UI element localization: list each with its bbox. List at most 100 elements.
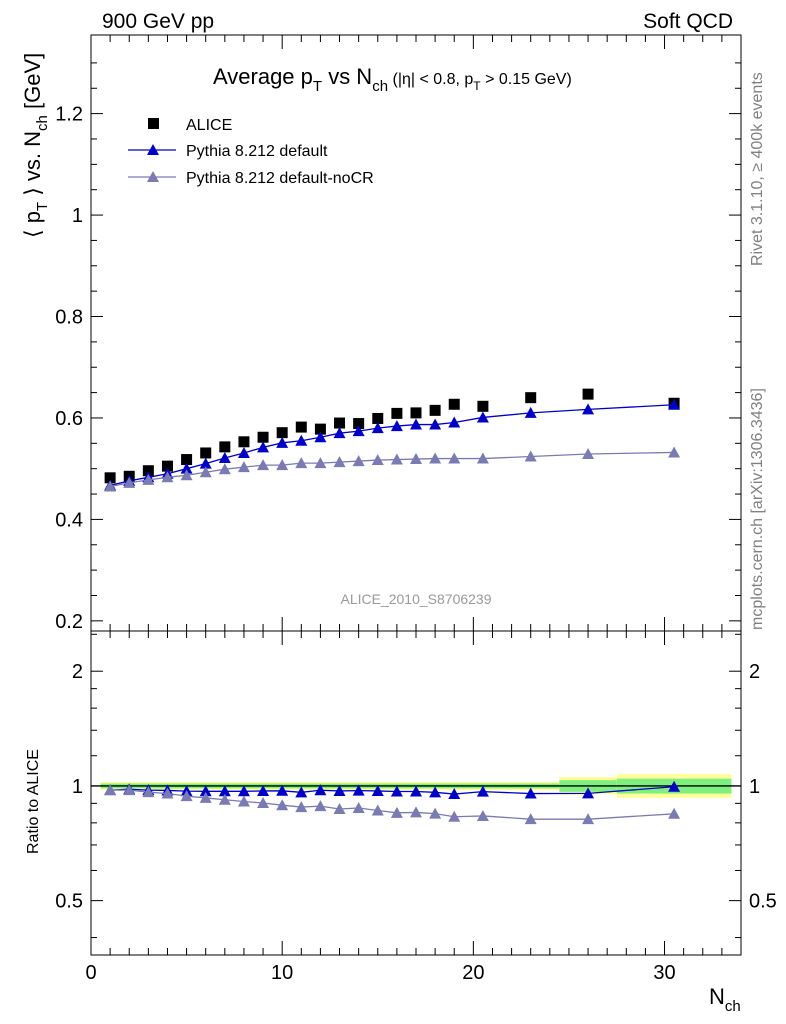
data-point-series-1 bbox=[352, 425, 365, 437]
y-tick-label: 0.6 bbox=[55, 408, 83, 430]
ratio-point-series-1 bbox=[104, 784, 117, 796]
data-point-alice bbox=[372, 412, 384, 424]
ratio-point-series-0 bbox=[314, 784, 327, 796]
legend-label-alice: ALICE bbox=[186, 117, 232, 134]
ratio-point-series-0 bbox=[352, 784, 365, 796]
ratio-point-series-1 bbox=[371, 804, 384, 816]
data-point-series-1 bbox=[448, 416, 461, 428]
y-label-sub2: ch bbox=[34, 115, 51, 131]
y-label-part2: ⟩ vs. N bbox=[20, 131, 45, 202]
title-sub-a: T bbox=[313, 78, 322, 95]
ratio-y-tick-label-right: 1 bbox=[749, 776, 760, 798]
data-point-alice bbox=[295, 421, 307, 433]
ratio-point-series-1 bbox=[276, 799, 289, 811]
data-point-series-2 bbox=[104, 480, 117, 492]
data-point-series-2 bbox=[371, 454, 384, 466]
data-point-alice bbox=[391, 407, 403, 419]
x-tick-label: 20 bbox=[462, 962, 484, 984]
ratio-point-series-0 bbox=[582, 787, 595, 799]
header-left: 900 GeV pp bbox=[102, 10, 214, 33]
ratio-point-series-0 bbox=[237, 785, 250, 797]
legend-marker-nocr bbox=[147, 171, 159, 182]
x-tick-label: 30 bbox=[653, 962, 675, 984]
data-point-series-2 bbox=[161, 471, 174, 483]
data-point-series-1 bbox=[476, 411, 489, 423]
y-label-part1: ⟨ p bbox=[20, 211, 45, 238]
x-label-main: N bbox=[709, 984, 725, 1009]
ratio-point-series-1 bbox=[180, 790, 193, 802]
ratio-point-series-0 bbox=[276, 784, 289, 796]
data-point-series-1 bbox=[371, 422, 384, 434]
data-point-alice bbox=[276, 427, 288, 439]
data-point-series-1 bbox=[333, 427, 346, 439]
data-point-series-1 bbox=[180, 462, 193, 474]
ratio-point-series-1 bbox=[237, 795, 250, 807]
data-point-series-2 bbox=[257, 459, 270, 471]
ratio-y-tick-label-left: 2 bbox=[72, 661, 83, 683]
ratio-point-series-1 bbox=[314, 800, 327, 812]
legend: ALICE Pythia 8.212 default Pythia 8.212 … bbox=[128, 117, 374, 187]
data-point-series-2 bbox=[476, 452, 489, 464]
data-point-series-2 bbox=[668, 446, 681, 458]
ratio-point-series-0 bbox=[257, 784, 270, 796]
x-tick-label: 10 bbox=[271, 962, 293, 984]
analysis-id: ALICE_2010_S8706239 bbox=[340, 591, 491, 607]
data-point-alice bbox=[238, 436, 250, 448]
ratio-point-series-0 bbox=[218, 785, 231, 797]
data-point-alice bbox=[582, 388, 594, 400]
data-point-series-2 bbox=[448, 452, 461, 464]
data-point-series-2 bbox=[410, 453, 422, 465]
data-point-series-1 bbox=[390, 420, 403, 432]
data-point-alice bbox=[142, 465, 154, 477]
ratio-point-series-0 bbox=[295, 786, 308, 798]
ratio-point-series-1 bbox=[218, 793, 231, 805]
title-sub-b: ch bbox=[372, 78, 388, 95]
ratio-point-series-1 bbox=[352, 802, 365, 814]
title-small-a: (|η| < 0.8, p bbox=[388, 71, 473, 88]
ratio-point-series-1 bbox=[161, 787, 174, 799]
data-point-series-2 bbox=[237, 461, 250, 473]
ratio-point-series-1 bbox=[123, 784, 136, 796]
y-tick-label: 0.2 bbox=[55, 611, 83, 633]
header-right: Soft QCD bbox=[643, 10, 733, 33]
ratio-point-series-1 bbox=[199, 791, 212, 803]
legend-marker-alice bbox=[148, 118, 159, 129]
ratio-y-tick-label-right: 0.5 bbox=[749, 891, 777, 913]
ratio-point-series-1 bbox=[295, 801, 308, 813]
data-point-alice bbox=[525, 392, 537, 404]
ratio-y-tick-label-left: 1 bbox=[72, 776, 83, 798]
ratio-point-series-1 bbox=[448, 810, 461, 822]
ratio-point-series-1 bbox=[257, 796, 270, 808]
data-point-series-2 bbox=[218, 463, 231, 475]
main-plot: 0.2 0.4 0.6 0.8 1 1.2 bbox=[55, 34, 742, 633]
y-label-part3: [GeV] bbox=[20, 53, 45, 115]
rivet-label: Rivet 3.1.10, ≥ 400k events bbox=[749, 72, 766, 266]
data-point-series-2 bbox=[314, 457, 327, 469]
data-point-series-2 bbox=[429, 452, 442, 464]
ratio-point-series-1 bbox=[582, 813, 595, 825]
legend-marker-default bbox=[147, 144, 159, 155]
data-point-series-2 bbox=[352, 455, 365, 467]
mcplots-label: mcplots.cern.ch [arXiv:1306.3436] bbox=[749, 388, 766, 630]
data-point-alice bbox=[181, 454, 193, 466]
ratio-point-series-0 bbox=[333, 784, 346, 796]
data-point-alice bbox=[257, 431, 269, 443]
data-point-series-2 bbox=[333, 456, 346, 468]
y-axis-label: ⟨ pT ⟩ vs. Nch [GeV] bbox=[20, 53, 51, 238]
data-point-series-1 bbox=[237, 446, 250, 458]
y-tick-label: 1 bbox=[72, 205, 83, 227]
y-tick-label: 0.8 bbox=[55, 307, 83, 329]
data-point-alice bbox=[410, 407, 422, 419]
data-point-alice bbox=[353, 418, 365, 430]
data-point-alice bbox=[477, 400, 489, 412]
x-label-sub: ch bbox=[725, 998, 741, 1015]
data-point-alice bbox=[161, 460, 173, 472]
data-point-series-1 bbox=[199, 457, 212, 469]
ratio-point-series-0 bbox=[390, 785, 403, 797]
ratio-point-series-0 bbox=[476, 785, 489, 797]
ratio-point-series-1 bbox=[476, 809, 489, 821]
ratio-point-series-1 bbox=[390, 806, 403, 818]
ratio-point-series-0 bbox=[448, 788, 461, 800]
plot-title: Average pT vs Nch (|η| < 0.8, pT > 0.15 … bbox=[213, 64, 572, 95]
data-point-series-1 bbox=[314, 431, 327, 443]
